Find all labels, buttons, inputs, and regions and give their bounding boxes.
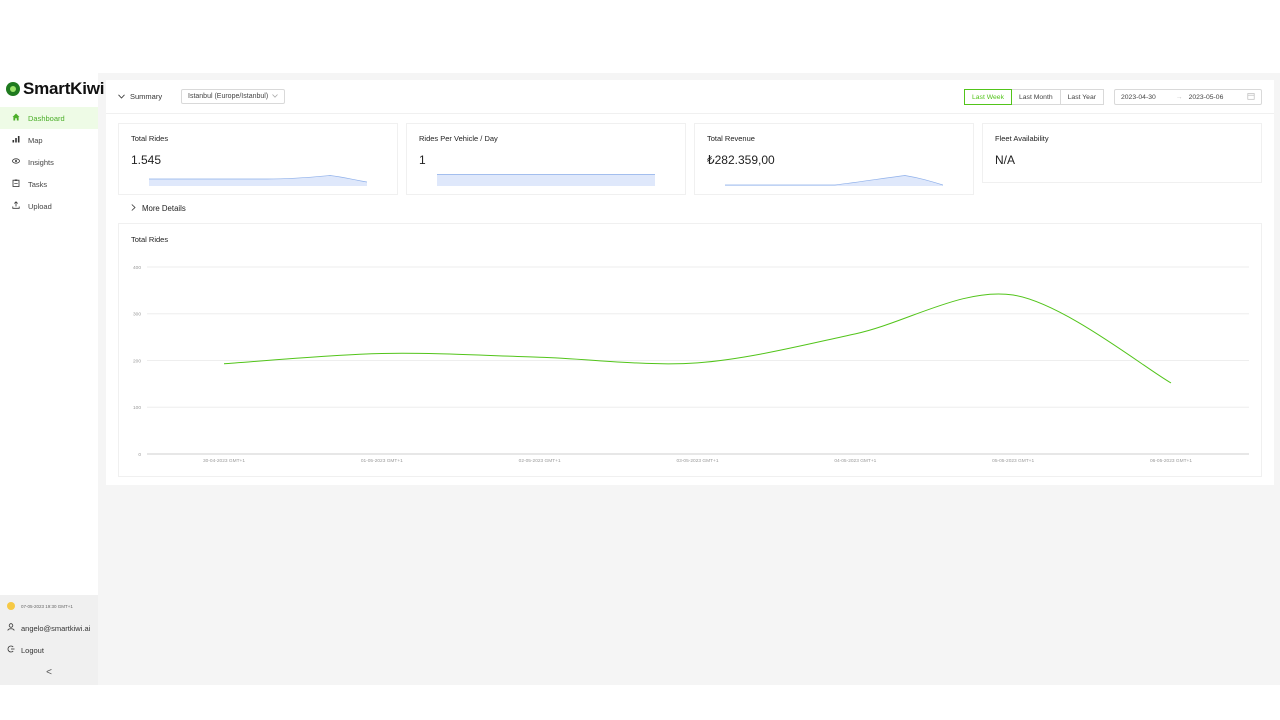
- range-last-week-button[interactable]: Last Week: [964, 89, 1012, 105]
- sidebar-nav: Dashboard Map Insights Tasks: [0, 107, 98, 217]
- clipboard-icon: [12, 179, 20, 189]
- x-tick-label: 05-05-2023 GMT+1: [992, 458, 1034, 464]
- user-account[interactable]: angelo@smartkiwi.ai: [0, 617, 98, 639]
- sidebar-item-upload[interactable]: Upload: [0, 195, 98, 217]
- logout-icon: [7, 645, 15, 655]
- chevron-down-icon: [272, 93, 278, 100]
- eye-icon: [12, 157, 20, 167]
- kpi-card-fleet-availability: Fleet Availability N/A: [982, 123, 1262, 183]
- x-tick-label: 02-05-2023 GMT+1: [519, 458, 561, 464]
- y-tick-label: 200: [133, 358, 141, 364]
- summary-label: Summary: [130, 92, 163, 101]
- sidebar: SmartKiwi Dashboard Map Insights: [0, 73, 105, 685]
- x-tick-label: 30-04-2023 GMT+1: [203, 458, 245, 464]
- sidebar-item-dashboard[interactable]: Dashboard: [0, 107, 98, 129]
- app-frame: SmartKiwi Dashboard Map Insights: [0, 73, 1280, 685]
- y-tick-label: 100: [133, 405, 141, 411]
- last-update-row: 07-05-2023 19:30 GMT+1: [0, 595, 98, 617]
- range-last-month-button[interactable]: Last Month: [1011, 89, 1061, 105]
- range-last-year-button[interactable]: Last Year: [1059, 89, 1104, 105]
- sun-icon: [7, 602, 15, 610]
- kpi-title: Rides Per Vehicle / Day: [419, 134, 498, 143]
- sidebar-item-label: Insights: [28, 157, 54, 167]
- upload-icon: [12, 201, 20, 211]
- y-tick-label: 300: [133, 312, 141, 318]
- date-start[interactable]: 2023-04-30: [1121, 93, 1156, 101]
- summary-toggle[interactable]: Summary: [118, 92, 162, 101]
- calendar-icon: [1247, 92, 1255, 102]
- kpi-value: ₺282.359,00: [707, 153, 775, 167]
- sidebar-item-tasks[interactable]: Tasks: [0, 173, 98, 195]
- date-range-picker[interactable]: 2023-04-30 → 2023-05-06: [1114, 89, 1262, 105]
- x-tick-label: 01-05-2023 GMT+1: [361, 458, 403, 464]
- sidebar-item-insights[interactable]: Insights: [0, 151, 98, 173]
- date-end[interactable]: 2023-05-06: [1188, 93, 1224, 101]
- kpi-value: 1.545: [131, 153, 162, 167]
- sidebar-item-label: Dashboard: [28, 113, 65, 123]
- y-tick-label: 0: [138, 452, 141, 458]
- user-icon: [7, 623, 15, 633]
- series-line-total-rides[interactable]: [223, 293, 1172, 384]
- kpi-card-total-rides: Total Rides 1.545: [118, 123, 398, 195]
- total-rides-chart-card: Total Rides 0 100 200 300 400 30-04-2023 GMT+…: [118, 223, 1262, 477]
- logout-label: Logout: [21, 645, 44, 655]
- arrow-right-icon: →: [1175, 93, 1183, 101]
- kpi-card-rides-per-vehicle: Rides Per Vehicle / Day 1: [406, 123, 686, 195]
- timezone-value: Istanbul (Europe/Istanbul): [188, 93, 269, 100]
- sidebar-footer: 07-05-2023 19:30 GMT+1 angelo@smartkiwi.…: [0, 595, 98, 685]
- chart-title: Total Rides: [131, 235, 169, 244]
- timezone-select[interactable]: Istanbul (Europe/Istanbul): [181, 89, 286, 104]
- chevron-right-icon: [131, 204, 136, 213]
- kpi-title: Total Rides: [131, 134, 169, 143]
- x-tick-label: 03-05-2023 GMT+1: [677, 458, 719, 464]
- x-tick-label: 06-05-2023 GMT+1: [1150, 458, 1192, 464]
- chevron-down-icon: [118, 92, 125, 101]
- sidebar-item-map[interactable]: Map: [0, 129, 98, 151]
- kpi-title: Total Revenue: [707, 134, 755, 143]
- more-details-toggle[interactable]: More Details: [131, 204, 186, 213]
- sidebar-item-label: Upload: [28, 201, 52, 211]
- dashboard-panel: Summary Istanbul (Europe/Istanbul) Last …: [106, 80, 1274, 485]
- sparkline-total-rides: [149, 175, 367, 186]
- range-selector: Last Week Last Month Last Year: [964, 89, 1104, 105]
- total-rides-line-chart: 0 100 200 300 400 30-04-2023 GMT+1 01-05-2023 …: [133, 265, 1249, 464]
- logout-button[interactable]: Logout: [0, 639, 98, 661]
- sparkline-rides-per-vehicle: [437, 174, 655, 186]
- kpi-value: 1: [419, 153, 426, 167]
- sparkline-total-revenue: [725, 175, 943, 186]
- kiwi-logo-icon: [6, 82, 20, 96]
- sidebar-item-label: Map: [28, 135, 43, 145]
- dashboard-toolbar: Summary Istanbul (Europe/Istanbul) Last …: [106, 80, 1274, 114]
- brand-name: SmartKiwi: [23, 79, 105, 98]
- kpi-value: N/A: [995, 153, 1016, 167]
- collapse-sidebar-button[interactable]: <: [0, 661, 98, 683]
- chevron-left-icon: <: [46, 666, 52, 678]
- bar-chart-icon: [12, 135, 20, 145]
- more-details-label: More Details: [142, 204, 186, 213]
- home-icon: [12, 113, 20, 123]
- y-tick-label: 400: [133, 265, 141, 271]
- sidebar-item-label: Tasks: [28, 179, 48, 189]
- user-email: angelo@smartkiwi.ai: [21, 623, 91, 633]
- brand-logo[interactable]: SmartKiwi: [6, 79, 105, 99]
- last-update-timestamp: 07-05-2023 19:30 GMT+1: [21, 603, 73, 609]
- kpi-title: Fleet Availability: [995, 134, 1049, 143]
- kpi-card-total-revenue: Total Revenue ₺282.359,00: [694, 123, 974, 195]
- x-tick-label: 04-05-2023 GMT+1: [834, 458, 876, 464]
